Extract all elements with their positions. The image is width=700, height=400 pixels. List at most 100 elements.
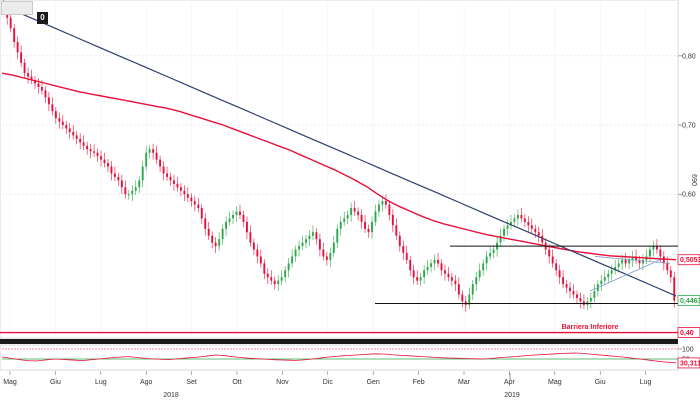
candle-body bbox=[47, 97, 50, 105]
candle-body bbox=[131, 190, 134, 195]
candle-body bbox=[395, 225, 398, 236]
candle-body bbox=[655, 246, 658, 250]
candle-body bbox=[176, 183, 179, 188]
oscillator-panel-frame bbox=[0, 344, 679, 371]
candle-body bbox=[65, 125, 68, 129]
x-tick-label: Ago bbox=[140, 379, 153, 386]
candle-body bbox=[44, 90, 47, 98]
candle-body bbox=[520, 214, 523, 219]
candle-body bbox=[589, 297, 592, 302]
candle-body bbox=[30, 76, 33, 81]
candle-body bbox=[124, 187, 127, 195]
candle-body bbox=[673, 277, 676, 301]
candle-body bbox=[360, 214, 363, 222]
x-tick-label: Mag bbox=[548, 379, 562, 386]
x-tick-label: Ott bbox=[232, 379, 241, 386]
candle-body bbox=[89, 149, 92, 152]
candle-body bbox=[110, 166, 113, 174]
candle-body bbox=[120, 180, 123, 188]
year-label-2018: 2018 bbox=[163, 392, 179, 399]
candle-body bbox=[398, 235, 401, 247]
moving-average-series bbox=[1, 72, 677, 261]
candle-body bbox=[523, 218, 526, 222]
candle-body bbox=[405, 253, 408, 260]
candle-body bbox=[489, 253, 492, 257]
candle-body bbox=[562, 277, 565, 285]
y-tick-label: 0,80 bbox=[682, 53, 696, 60]
candle-body bbox=[669, 270, 672, 278]
pattern-line bbox=[594, 256, 671, 264]
candle-body bbox=[492, 249, 495, 253]
candle-body bbox=[603, 277, 606, 281]
candle-body bbox=[166, 173, 168, 177]
osc-y-tick-label: 100 bbox=[682, 347, 694, 354]
candle-body bbox=[204, 218, 207, 229]
x-tick-label: Lug bbox=[95, 379, 107, 386]
candle-body bbox=[235, 211, 238, 215]
candle-body bbox=[412, 270, 415, 278]
x-tick-label: Gen bbox=[367, 379, 380, 386]
y-tick-label: 0,60 bbox=[682, 192, 696, 199]
candle-body bbox=[72, 131, 75, 136]
candle-body bbox=[218, 239, 221, 247]
candle-body bbox=[381, 201, 384, 205]
candle-body bbox=[551, 256, 554, 264]
value-label-box bbox=[677, 254, 700, 266]
candle-body bbox=[346, 214, 349, 219]
candle-body bbox=[245, 221, 248, 233]
candle-body bbox=[558, 270, 561, 278]
x-tick-label: Giu bbox=[595, 379, 606, 386]
candle-body bbox=[350, 208, 353, 215]
candle-body bbox=[284, 270, 287, 278]
trendline-series bbox=[1, 4, 677, 297]
candle-body bbox=[228, 218, 231, 222]
candle-body bbox=[503, 228, 505, 236]
candle-body bbox=[430, 263, 433, 267]
candle-body bbox=[298, 246, 301, 250]
candle-body bbox=[437, 259, 439, 264]
candle-body bbox=[457, 284, 460, 295]
candle-body bbox=[506, 225, 509, 229]
candle-body bbox=[631, 256, 634, 260]
candle-body bbox=[40, 87, 43, 91]
candle-body bbox=[9, 17, 12, 29]
candle-body bbox=[273, 280, 276, 285]
candle-body bbox=[242, 214, 245, 222]
candle-body bbox=[127, 194, 130, 196]
candle-body bbox=[211, 235, 214, 243]
candle-body bbox=[482, 263, 485, 271]
candle-body bbox=[193, 201, 196, 205]
value-label: 0,40 bbox=[677, 327, 700, 338]
candle-body bbox=[374, 211, 377, 222]
candle-body bbox=[259, 256, 262, 264]
candle-body bbox=[416, 277, 419, 281]
candle-body bbox=[485, 256, 488, 264]
x-tick-label: Feb bbox=[413, 379, 425, 386]
trendline bbox=[1, 4, 677, 297]
oscillator-line bbox=[1, 352, 677, 364]
candle-body bbox=[117, 176, 120, 181]
candle-body bbox=[308, 235, 311, 240]
candle-body bbox=[277, 280, 280, 285]
candle-body bbox=[635, 256, 638, 260]
candle-body bbox=[336, 228, 339, 243]
candle-body bbox=[287, 263, 290, 271]
zoom-badge[interactable]: 0 bbox=[37, 12, 48, 24]
value-label-text: 0,4463 bbox=[680, 298, 700, 305]
candle-body bbox=[162, 166, 165, 174]
candle-body bbox=[576, 294, 578, 298]
candle-body bbox=[200, 208, 203, 219]
candle-body bbox=[343, 218, 346, 222]
toolbar-left-box[interactable] bbox=[1, 1, 33, 15]
candle-body bbox=[610, 270, 613, 274]
value-label-text: 0,40 bbox=[680, 330, 694, 337]
candle-body bbox=[659, 249, 662, 257]
candle-body bbox=[207, 228, 210, 236]
candle-body bbox=[642, 259, 644, 264]
candle-body bbox=[423, 270, 426, 278]
candle-body bbox=[444, 270, 446, 274]
candle-body bbox=[145, 152, 148, 167]
candle-body bbox=[179, 187, 182, 191]
candle-body bbox=[270, 277, 273, 281]
x-tick-label: Apr bbox=[504, 379, 516, 386]
